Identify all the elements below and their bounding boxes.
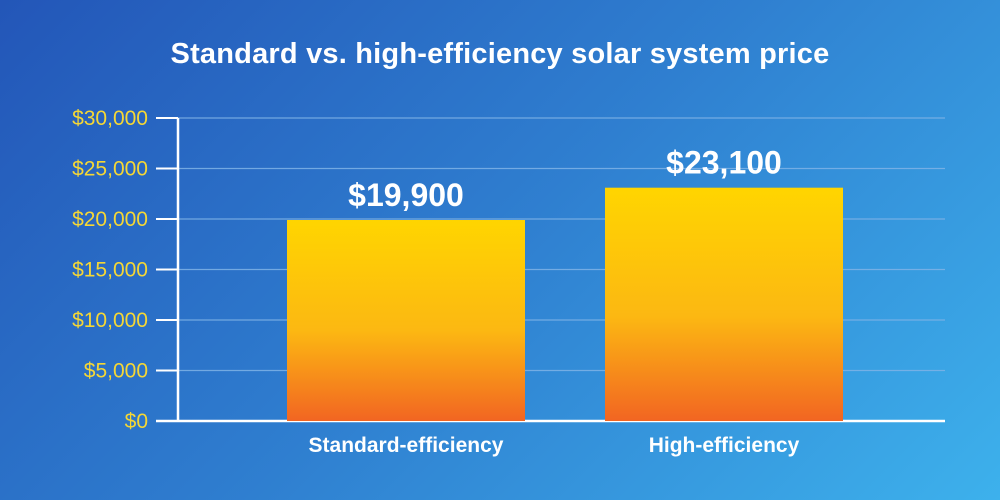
- y-tick-label: $5,000: [84, 360, 148, 383]
- y-axis-ticks: $0 $5,000 $10,000 $15,000 $20,000 $25,000 $30,…: [72, 107, 178, 433]
- y-tick-label: $0: [125, 410, 148, 433]
- bars: $19,900 $23,100: [287, 145, 843, 421]
- x-category-label: Standard-efficiency: [309, 434, 504, 457]
- y-tick-label: $20,000: [72, 208, 148, 231]
- y-tick-label: $30,000: [72, 107, 148, 130]
- x-category-label: High-efficiency: [649, 434, 800, 457]
- y-tick-label: $10,000: [72, 309, 148, 332]
- bar-standard-efficiency: [287, 220, 525, 421]
- bar-value-label: $23,100: [666, 145, 782, 181]
- bar-high-efficiency: [605, 187, 843, 421]
- bar-value-label: $19,900: [348, 177, 464, 213]
- chart-title: Standard vs. high-efficiency solar syste…: [170, 38, 830, 70]
- category-labels: Standard-efficiency High-efficiency: [309, 434, 800, 457]
- y-tick-label: $25,000: [72, 158, 148, 181]
- y-tick-label: $15,000: [72, 259, 148, 282]
